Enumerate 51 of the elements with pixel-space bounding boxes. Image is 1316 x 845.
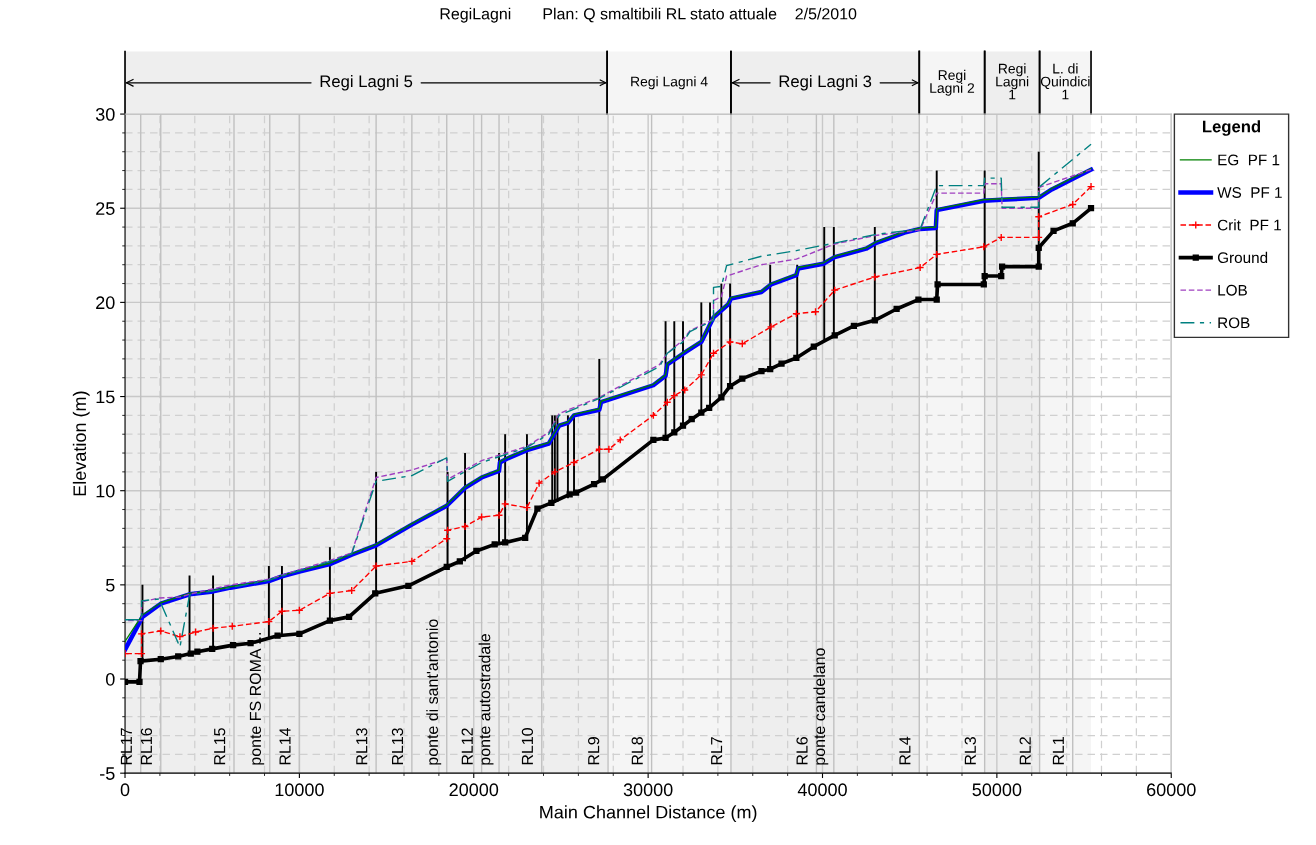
x-tick-label: 30000 (623, 783, 673, 797)
ref-line-label: RL2 (1019, 737, 1031, 765)
ref-line-label: RL14 (279, 727, 291, 765)
x-tick-label: 50000 (972, 783, 1022, 797)
band-label: Regi Lagni 2 (930, 69, 975, 96)
ref-line-label: ponte FS ROMA ... (249, 633, 265, 765)
legend-label: ROB (1218, 317, 1250, 329)
ref-line-label: RL15 (214, 728, 226, 765)
y-tick-label: 0 (105, 672, 115, 686)
x-axis-title: Main Channel Distance (m) (540, 805, 757, 823)
y-axis-title: Elevation (m) (72, 391, 90, 496)
legend-label: WS PF 1 (1217, 187, 1282, 198)
ref-line-label: RL6 (796, 737, 808, 765)
ref-line-label: RL8 (631, 737, 643, 765)
ref-line-label: ponte candelano (813, 648, 829, 765)
y-tick-label: 20 (96, 296, 115, 310)
ref-line-label: RL1 (1052, 737, 1064, 765)
ref-line-label: RL16 (140, 728, 153, 765)
y-tick-label: 10 (96, 484, 115, 498)
y-tick-label: -5 (100, 767, 115, 780)
ref-line-label: RL12 (461, 728, 473, 765)
y-tick-label: 15 (96, 390, 115, 404)
x-tick-label: 0 (120, 783, 130, 797)
band-label: Regi Lagni 3 (779, 75, 872, 91)
ref-line-label: ponte autostradale (478, 634, 494, 765)
x-tick-label: 10000 (275, 783, 324, 797)
band-label: Regi Lagni 5 (320, 75, 413, 91)
legend-title: Legend (1202, 120, 1261, 136)
ref-line-label: RL10 (521, 728, 534, 765)
ref-line-label: RL7 (711, 737, 723, 765)
y-tick-label: 25 (96, 202, 115, 215)
ref-line-label: RL4 (899, 736, 911, 765)
band-label: Regi Lagni 4 (631, 76, 708, 90)
ref-line-label: RL13 (391, 728, 404, 765)
band-label: L. di Quindici 1 (1040, 63, 1090, 100)
legend-label: Crit PF 1 (1217, 219, 1281, 231)
ref-line-label: RL9 (588, 737, 600, 765)
band-label: Regi Lagni 1 (996, 63, 1029, 100)
x-tick-label: 40000 (797, 783, 847, 797)
ref-line-label: RL3 (964, 737, 976, 765)
ref-line-label: RL17 (120, 728, 132, 765)
y-tick-label: 5 (105, 578, 115, 592)
legend-label: Ground (1217, 251, 1268, 264)
legend-label: EG PF 1 (1218, 154, 1280, 166)
x-tick-label: 60000 (1147, 783, 1196, 797)
legend-label: LOB (1218, 284, 1247, 296)
chart-title: RegiLagni Plan: Q smaltibili RL stato attuale 2/5/2010 (440, 7, 857, 23)
ref-line-label: RL13 (356, 728, 368, 765)
ref-line-label: ponte di sant'antonio (426, 619, 442, 765)
x-tick-label: 20000 (449, 783, 499, 797)
y-tick-label: 30 (95, 108, 115, 121)
